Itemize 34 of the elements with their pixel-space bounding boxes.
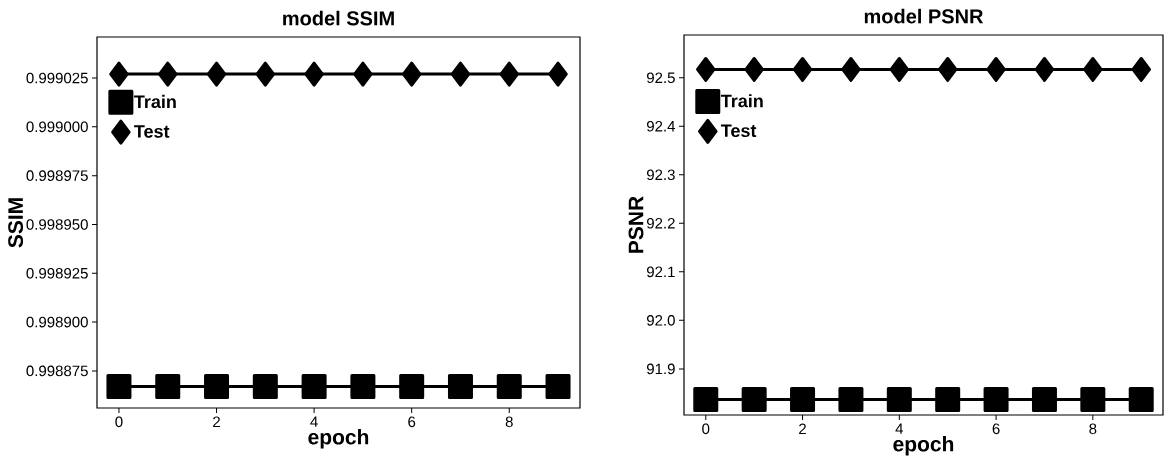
x-tick-label: 2 [213, 416, 220, 427]
legend-label: Train [134, 94, 176, 109]
y-tick-label: 92.0 [646, 315, 675, 326]
y-tick-label: 0.998925 [26, 267, 88, 279]
y-axis-title: SSIM [8, 198, 24, 248]
y-tick-label: 0.998975 [26, 170, 88, 181]
x-tick-label: 0 [702, 423, 710, 435]
legend-label: Test [720, 124, 757, 138]
x-tick-label: 8 [505, 416, 513, 428]
y-tick-label: 91.9 [646, 363, 675, 375]
x-tick-label: 0 [115, 416, 123, 428]
legend-label: Test [134, 125, 170, 138]
y-tick-label: 0.999025 [26, 72, 88, 84]
chart-title: model SSIM [283, 10, 394, 26]
y-tick-label: 0.999000 [26, 121, 88, 133]
x-tick-label: 4 [310, 416, 318, 427]
y-tick-label: 92.1 [646, 266, 675, 278]
x-axis-title: epoch [308, 429, 369, 449]
y-tick-label: 0.998950 [26, 219, 88, 230]
y-tick-label: 92.5 [646, 72, 675, 84]
x-axis-title: epoch [893, 436, 954, 456]
x-tick-label: 4 [895, 423, 904, 434]
y-tick-label: 0.998900 [26, 316, 88, 328]
x-tick-label: 8 [1089, 423, 1097, 435]
x-tick-label: 6 [992, 423, 1000, 435]
y-tick-label: 92.4 [646, 120, 676, 132]
y-tick-label: 92.3 [646, 169, 675, 181]
x-tick-label: 6 [408, 416, 416, 428]
legend-label: Train [720, 94, 763, 108]
y-tick-label: 92.2 [646, 217, 675, 229]
chart-title: model PSNR [864, 8, 984, 24]
x-tick-label: 2 [799, 423, 806, 435]
y-axis-title: PSNR [628, 196, 644, 253]
y-tick-label: 0.998875 [26, 365, 88, 377]
